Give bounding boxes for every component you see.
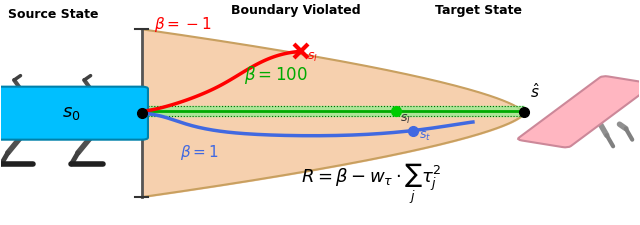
Text: $s_0$: $s_0$ [62, 104, 81, 122]
Text: Boundary Violated: Boundary Violated [231, 4, 360, 17]
Text: Source State: Source State [8, 8, 99, 21]
Text: $\hat{s}$: $\hat{s}$ [531, 82, 540, 101]
Text: $s_t$: $s_t$ [419, 130, 431, 144]
Text: $s_l$: $s_l$ [307, 51, 318, 64]
FancyBboxPatch shape [0, 87, 148, 140]
Text: $\beta = 1$: $\beta = 1$ [180, 143, 218, 162]
Text: $\beta = 100$: $\beta = 100$ [244, 64, 307, 86]
Text: $s_l$: $s_l$ [399, 113, 410, 126]
Text: $R = \beta - w_{\tau} \cdot \sum_j \tau_j^2$: $R = \beta - w_{\tau} \cdot \sum_j \tau_… [301, 162, 441, 206]
Text: Target State: Target State [435, 4, 522, 17]
FancyBboxPatch shape [518, 76, 640, 147]
Text: $\beta = -1$: $\beta = -1$ [154, 15, 212, 34]
